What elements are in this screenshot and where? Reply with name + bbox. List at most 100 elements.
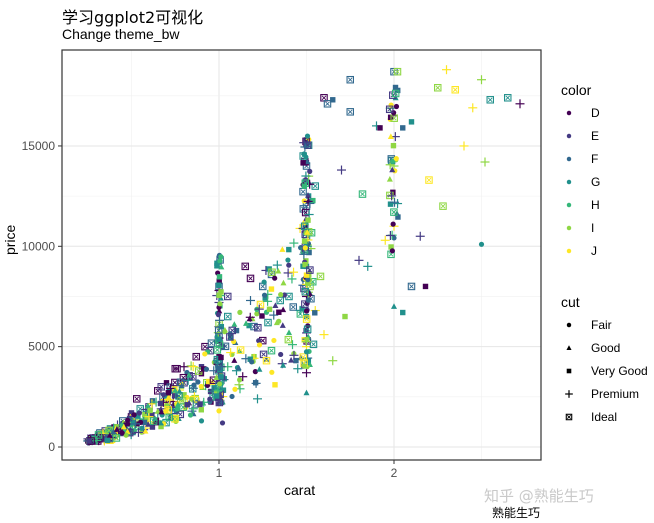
data-point: [408, 119, 415, 125]
legend-item-i: I: [561, 221, 594, 235]
data-point: [300, 160, 306, 166]
data-point: [157, 383, 166, 391]
data-point: [279, 322, 286, 328]
legend-item-g: G: [561, 175, 600, 189]
data-point: [120, 423, 127, 430]
data-point: [165, 413, 173, 422]
data-point: [301, 238, 308, 244]
chart-subtitle: Change theme_bw: [62, 26, 180, 42]
y-tick-label: 0: [48, 440, 55, 454]
data-point: [289, 303, 298, 311]
data-point: [477, 75, 486, 85]
data-point: [261, 292, 268, 298]
axis-ticks: 0 5000 10000 15000 1 2: [22, 139, 398, 480]
data-point: [390, 208, 398, 216]
data-point: [243, 320, 250, 326]
data-point: [110, 428, 117, 435]
data-point: [131, 412, 137, 418]
data-point: [214, 263, 220, 269]
data-point: [174, 401, 181, 408]
data-point: [234, 380, 244, 390]
data-point: [149, 417, 158, 425]
data-point: [213, 393, 220, 399]
data-point: [252, 368, 258, 375]
data-point: [301, 179, 310, 187]
data-point: [202, 351, 208, 357]
y-tick-label: 10000: [22, 239, 56, 253]
legend-item-f: F: [561, 152, 598, 166]
data-point: [263, 356, 270, 362]
data-point: [301, 287, 310, 296]
data-point: [149, 412, 155, 418]
data-point: [216, 408, 222, 414]
legend-dot-icon: [566, 110, 572, 116]
data-point: [319, 330, 329, 340]
y-axis-label: price: [2, 224, 18, 255]
data-point: [113, 424, 119, 430]
data-point: [206, 378, 212, 385]
data-point: [219, 420, 226, 426]
data-point: [163, 380, 170, 386]
data-point: [198, 407, 205, 413]
data-point: [280, 306, 287, 313]
data-point: [192, 352, 201, 361]
data-point: [198, 418, 205, 424]
data-point: [213, 346, 222, 354]
data-point: [144, 402, 151, 409]
data-point: [144, 415, 150, 421]
data-point: [391, 110, 397, 116]
data-point: [187, 412, 194, 418]
data-point: [328, 356, 338, 366]
data-point: [158, 408, 165, 415]
data-point: [386, 176, 393, 182]
data-point: [301, 300, 309, 308]
data-point: [259, 350, 268, 359]
data-points: [83, 65, 525, 446]
data-point: [272, 275, 278, 281]
data-point: [221, 326, 228, 333]
data-point: [393, 67, 402, 76]
data-point: [305, 192, 312, 198]
data-point: [224, 312, 232, 321]
data-point: [188, 404, 198, 414]
data-point: [238, 372, 248, 382]
data-point: [312, 310, 318, 316]
data-point: [215, 315, 225, 325]
data-point: [387, 201, 394, 207]
data-point: [154, 408, 161, 414]
data-point: [214, 326, 223, 335]
data-point: [303, 389, 310, 396]
data-point: [251, 378, 261, 388]
data-point: [215, 312, 222, 318]
data-point: [439, 202, 447, 210]
legend-item-fair: Fair: [561, 318, 612, 332]
legend-item-premium: Premium: [561, 387, 639, 401]
data-point: [392, 84, 399, 91]
data-point: [213, 374, 220, 381]
data-point: [283, 268, 293, 278]
data-point: [233, 327, 240, 334]
data-point: [176, 378, 185, 386]
data-point: [241, 354, 251, 364]
data-point: [259, 313, 265, 319]
data-point: [231, 357, 238, 363]
data-point: [207, 339, 216, 347]
data-point: [261, 279, 267, 285]
data-point: [305, 280, 311, 287]
data-point: [358, 190, 367, 198]
data-point: [266, 306, 273, 312]
data-point: [183, 375, 193, 385]
data-point: [216, 282, 222, 288]
data-point: [211, 385, 217, 391]
legend-dot-icon: [566, 156, 572, 162]
data-point: [478, 241, 485, 247]
square-cross-icon: [565, 413, 573, 421]
data-point: [303, 349, 310, 355]
legend-label: Premium: [591, 387, 640, 401]
data-point: [218, 289, 224, 295]
legend-item-d: D: [561, 106, 600, 120]
data-point: [253, 394, 262, 404]
data-point: [113, 426, 120, 432]
data-point: [302, 261, 308, 268]
y-tick-label: 15000: [22, 139, 56, 153]
